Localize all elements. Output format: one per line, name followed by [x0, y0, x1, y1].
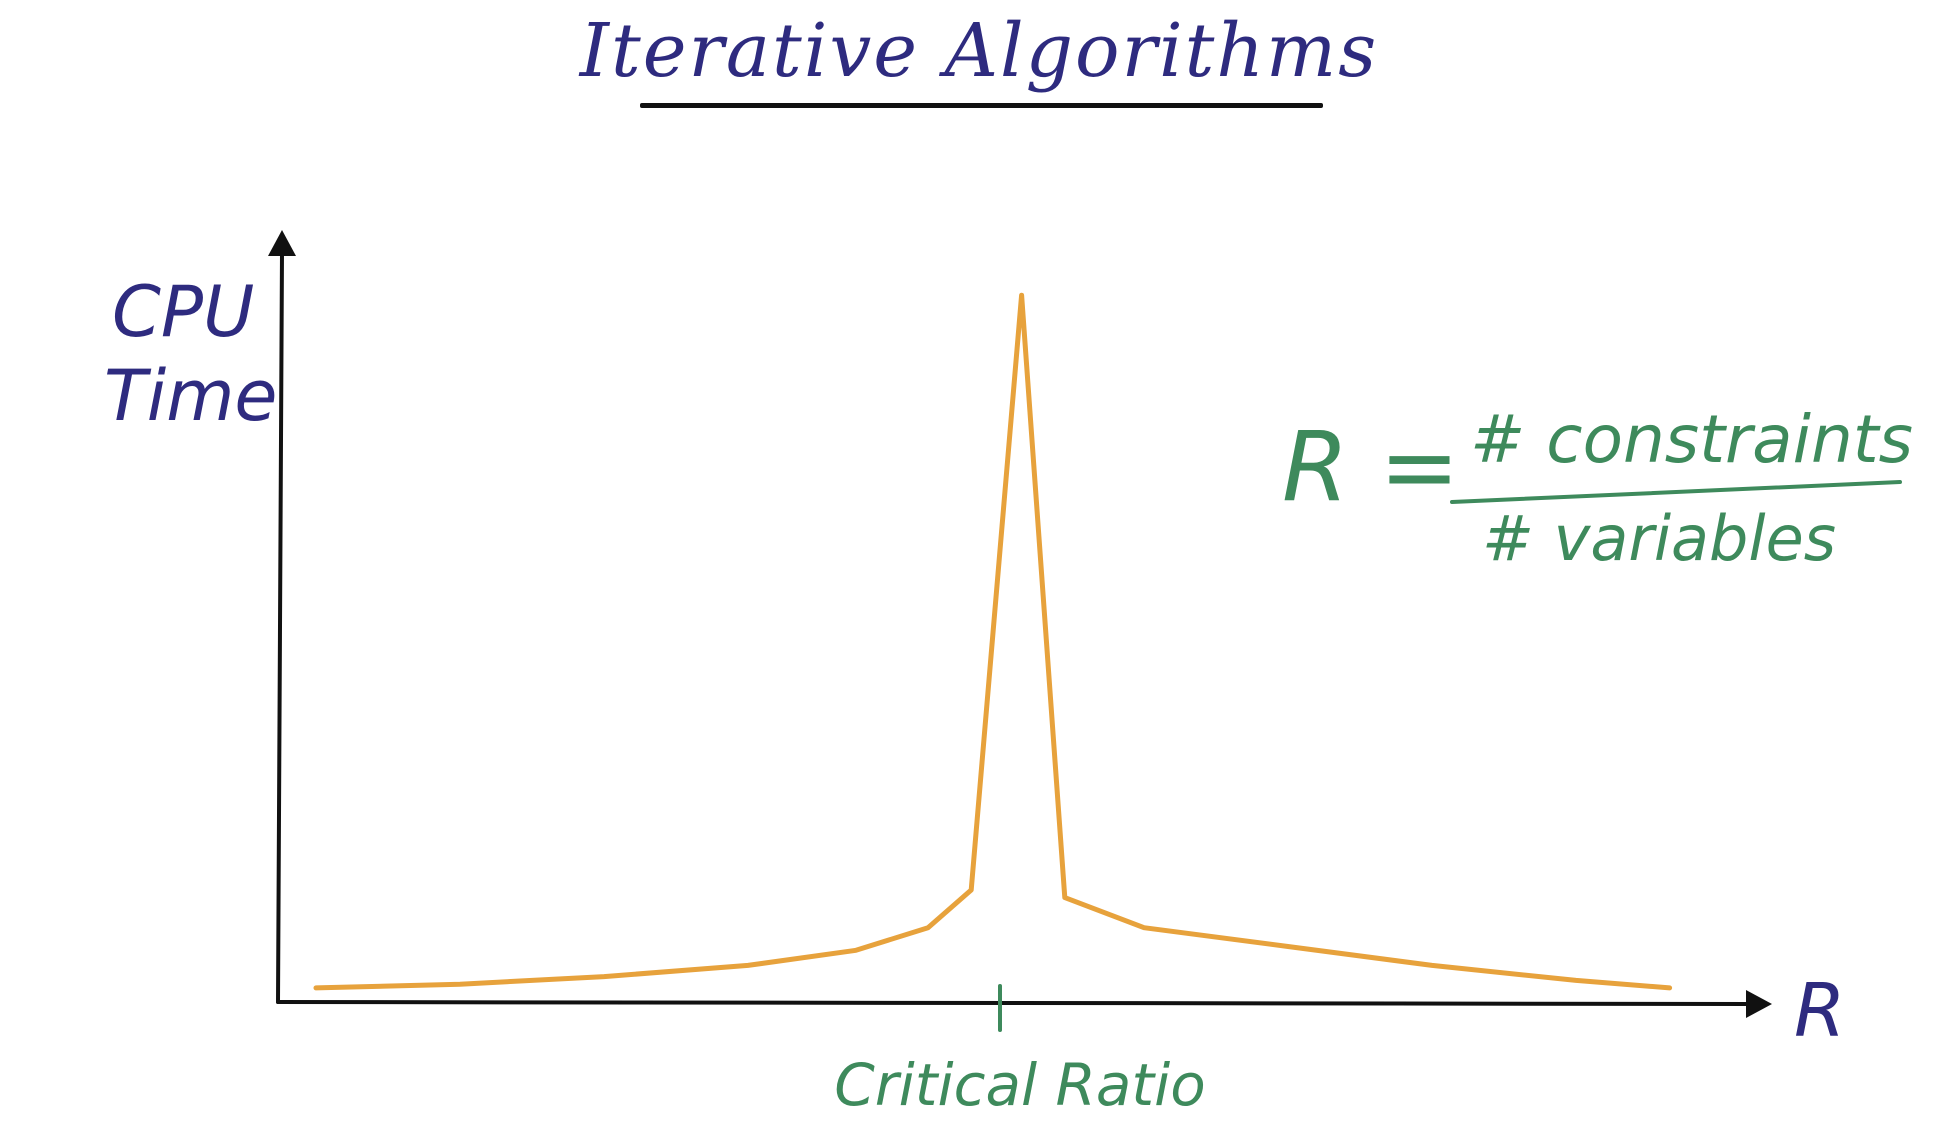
- formula-denominator: # variables: [1482, 502, 1836, 575]
- x-axis-label: R: [1794, 968, 1845, 1054]
- formula-numerator: # constraints: [1470, 401, 1913, 478]
- y-axis: [276, 250, 284, 1004]
- title-underline: [640, 103, 1323, 108]
- y-axis-label-line-1: CPU: [112, 271, 254, 353]
- x-axis-arrowhead: [1746, 990, 1772, 1018]
- y-axis-arrowhead: [268, 230, 296, 256]
- x-axis: [276, 1000, 1750, 1006]
- page-title: Iterative Algorithms: [579, 8, 1379, 94]
- y-axis-label-line-2: Time: [104, 355, 277, 437]
- fraction-bar: [1450, 480, 1902, 504]
- critical-ratio-tick-label: Critical Ratio: [834, 1051, 1205, 1119]
- formula-lhs: R =: [1282, 411, 1460, 523]
- cpu-time-curve: [313, 292, 1673, 991]
